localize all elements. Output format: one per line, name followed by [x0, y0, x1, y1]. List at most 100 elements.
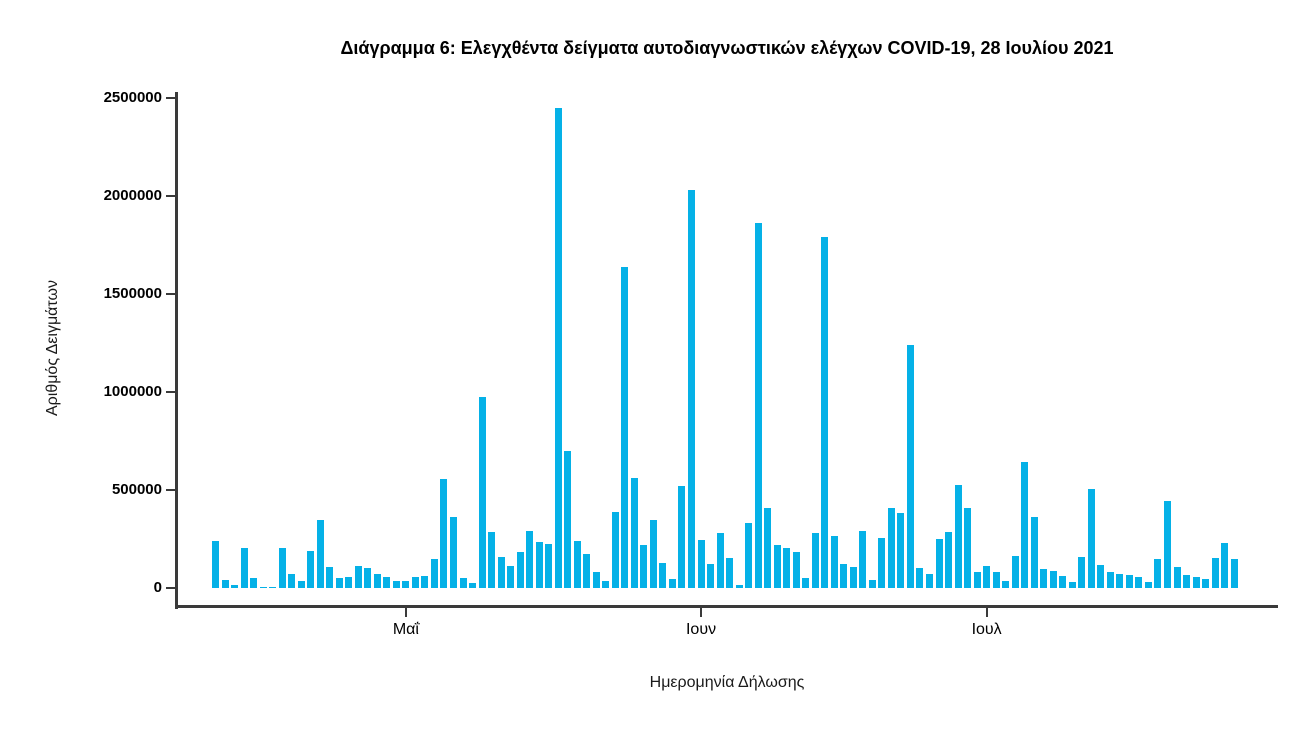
- bar: [821, 237, 829, 588]
- bar: [535, 541, 543, 588]
- bar: [440, 479, 448, 588]
- y-tick-label: 1500000: [103, 285, 162, 302]
- bar: [973, 571, 981, 588]
- bar: [212, 540, 219, 588]
- bar: [592, 571, 600, 588]
- y-tick-label: 2000000: [103, 187, 162, 204]
- bar: [488, 532, 496, 588]
- bar: [240, 548, 248, 588]
- bar: [1040, 568, 1048, 588]
- bar: [621, 266, 629, 588]
- bar: [1021, 461, 1029, 588]
- bar: [1144, 581, 1152, 588]
- x-tick-label-Ιουν: Ιουν: [685, 621, 717, 638]
- bar: [316, 519, 324, 588]
- bar: [859, 530, 867, 588]
- bar: [935, 539, 943, 588]
- x-axis-line: [175, 605, 1278, 608]
- bar: [469, 582, 477, 588]
- y-tick-label: 1000000: [103, 383, 162, 400]
- x-tick-mark: [985, 608, 988, 617]
- bar: [640, 544, 648, 588]
- bar: [1202, 579, 1210, 588]
- bar: [726, 558, 734, 588]
- bar: [545, 543, 553, 588]
- bar: [1049, 570, 1057, 588]
- bar: [269, 587, 277, 588]
- bar: [259, 587, 267, 588]
- bar: [354, 566, 362, 588]
- bar: [811, 533, 819, 588]
- bar: [364, 568, 372, 588]
- bar: [849, 566, 857, 588]
- bar: [992, 571, 1000, 588]
- bar: [411, 577, 419, 588]
- chart-title: Διάγραμμα 6: Ελεγχθέντα δείγματα αυτοδια…: [340, 38, 1114, 58]
- bar: [345, 577, 353, 588]
- bar: [707, 564, 715, 588]
- bar: [916, 568, 924, 588]
- x-tick-mark: [404, 608, 407, 617]
- bar: [802, 577, 810, 588]
- bar: [526, 530, 534, 588]
- bar: [659, 562, 667, 588]
- bar: [373, 574, 381, 588]
- bar: [288, 574, 296, 588]
- bar: [745, 523, 753, 588]
- bar: [250, 577, 258, 588]
- y-tick-mark: [166, 195, 176, 197]
- bar: [1030, 517, 1038, 588]
- bar: [1059, 576, 1067, 588]
- bar: [764, 507, 772, 588]
- y-tick-mark: [166, 293, 176, 295]
- bar: [497, 557, 505, 588]
- bar: [830, 536, 838, 588]
- bar: [459, 578, 467, 588]
- bar: [602, 580, 610, 588]
- bar: [611, 511, 619, 588]
- bar: [1068, 581, 1076, 588]
- bar: [392, 580, 400, 588]
- y-tick-label: 0: [153, 579, 162, 596]
- bar: [649, 520, 657, 588]
- y-tick-mark: [166, 391, 176, 393]
- bar: [1125, 575, 1133, 588]
- bar: [1087, 489, 1095, 588]
- bar: [1116, 574, 1124, 588]
- bar: [754, 223, 762, 588]
- bar: [1078, 556, 1086, 588]
- bar: [688, 190, 695, 588]
- bar: [792, 552, 800, 588]
- bar: [630, 478, 638, 588]
- bar: [278, 547, 286, 588]
- bar: [678, 486, 686, 588]
- y-tick-label: 2500000: [103, 89, 162, 106]
- bar: [450, 517, 457, 588]
- bar: [326, 567, 334, 588]
- bar: [1106, 571, 1114, 588]
- bar: [297, 580, 305, 588]
- bar: [1173, 567, 1181, 588]
- bar: [1164, 500, 1171, 588]
- y-tick-label: 500000: [111, 481, 162, 498]
- bar: [954, 485, 962, 588]
- bar: [668, 578, 676, 588]
- bar: [840, 564, 848, 588]
- bar: [716, 532, 724, 588]
- bar: [430, 558, 438, 588]
- bar: [906, 344, 914, 588]
- bar: [887, 507, 895, 588]
- bar: [1011, 556, 1019, 588]
- bar: [1221, 543, 1229, 588]
- bar: [735, 585, 743, 588]
- x-tick-label-Ιουλ: Ιουλ: [971, 621, 1002, 638]
- bar: [983, 566, 991, 588]
- bar: [221, 580, 229, 588]
- bar: [478, 396, 486, 588]
- bar: [945, 531, 953, 588]
- bar: [868, 579, 876, 588]
- bar: [307, 550, 315, 588]
- bar: [1183, 574, 1191, 588]
- bar: [878, 537, 886, 588]
